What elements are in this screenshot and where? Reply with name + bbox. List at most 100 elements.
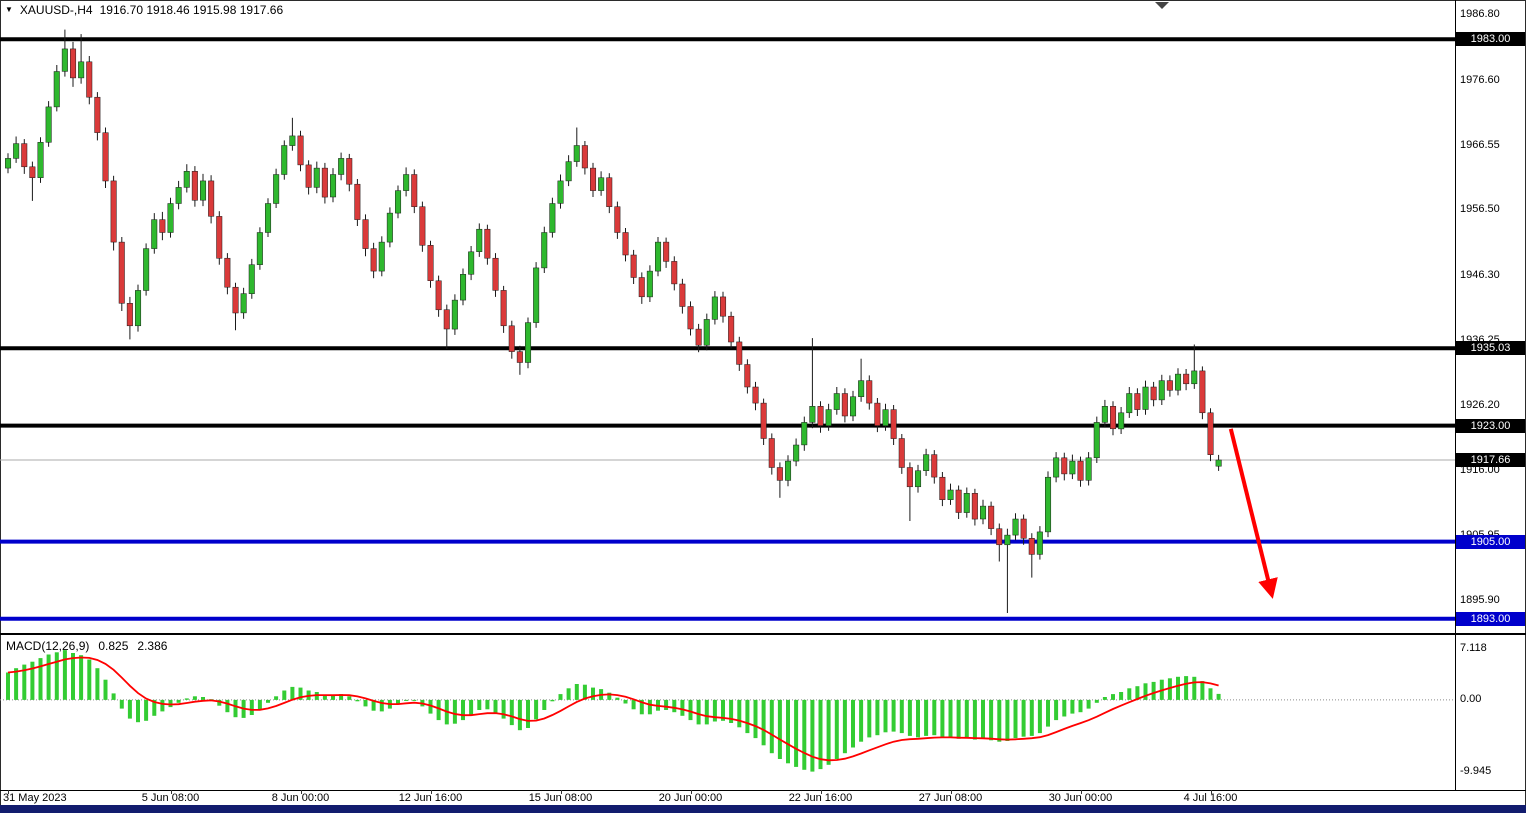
time-axis[interactable]: 31 May 2023 5 Jun 08:00 8 Jun 00:00 12 Jun …: [0, 790, 1455, 805]
macd-histogram-bar: [1021, 699, 1026, 737]
price-tick-1966.55: 1966.55: [1460, 138, 1500, 151]
candle: [817, 401, 824, 433]
candle: [915, 464, 922, 493]
macd-histogram-bar: [1111, 694, 1115, 700]
candle: [947, 483, 954, 505]
candle: [37, 137, 44, 183]
time-label-20: 5 Jun 08:00: [141, 792, 200, 804]
price-badge-1923.00: 1923.00: [1456, 418, 1525, 433]
macd-histogram-bar: [794, 699, 799, 767]
candle: [549, 197, 556, 238]
macd-axis-tick-0.00: 0.00: [1460, 693, 1482, 706]
trend-arrow-annotation[interactable]: [1228, 428, 1278, 599]
macd-histogram-bar: [22, 664, 27, 700]
macd-histogram-bar: [38, 658, 43, 700]
macd-histogram-bar: [184, 698, 189, 700]
candle: [45, 101, 52, 147]
candle: [687, 301, 694, 336]
macd-histogram-bar: [136, 699, 140, 723]
candlestick-chart[interactable]: [0, 0, 1455, 633]
macd-histogram-bar: [1062, 699, 1067, 717]
candle: [346, 153, 353, 192]
macd-histogram-bar: [664, 699, 669, 710]
macd-histogram-bar: [1078, 699, 1083, 713]
candle: [419, 201, 426, 252]
macd-histogram-bar: [753, 699, 758, 739]
macd-histogram-bar: [851, 699, 855, 748]
candle: [533, 262, 540, 328]
macd-histogram-bar: [696, 699, 701, 725]
macd-histogram-bar: [46, 654, 51, 700]
macd-histogram-bar: [282, 690, 287, 700]
macd-signal-value: 2.386: [137, 639, 168, 653]
time-tick: [1080, 790, 1082, 794]
candle: [939, 472, 946, 507]
macd-histogram-bar: [729, 699, 734, 723]
candle: [1191, 344, 1198, 389]
candle: [151, 213, 158, 254]
candle: [200, 173, 207, 207]
macd-histogram-bar: [802, 699, 807, 770]
candle: [305, 160, 312, 195]
time-label-132: 30 Jun 00:00: [1048, 792, 1113, 804]
macd-histogram-bar: [1127, 688, 1132, 700]
macd-histogram-bar: [501, 699, 506, 719]
macd-histogram-bar: [217, 699, 222, 706]
candle: [963, 487, 970, 518]
macd-histogram-bar: [899, 699, 904, 734]
candle: [232, 282, 239, 331]
candle: [70, 41, 77, 87]
time-tick: [1210, 790, 1212, 794]
macd-histogram-bar: [493, 699, 498, 713]
price-tick-1895.90: 1895.90: [1460, 593, 1500, 606]
candle: [541, 226, 548, 273]
time-label-68: 15 Jun 08:00: [528, 792, 593, 804]
macd-histogram-bar: [981, 699, 985, 739]
macd-histogram-bar: [30, 661, 35, 700]
macd-name: MACD(12,26,9): [6, 639, 90, 653]
candle: [720, 291, 727, 323]
macd-histogram-bar: [550, 699, 555, 702]
candle: [29, 161, 36, 201]
candle: [1150, 381, 1157, 407]
candle: [1158, 374, 1165, 405]
candle: [208, 175, 215, 224]
candle: [1199, 366, 1206, 420]
candle: [1166, 375, 1173, 397]
candle: [143, 243, 150, 296]
macd-histogram-bar: [534, 699, 539, 720]
macd-histogram-bar: [574, 684, 579, 700]
macd-histogram-bar: [631, 699, 636, 710]
macd-main-value: 0.825: [98, 639, 129, 653]
macd-histogram-bar: [761, 699, 766, 746]
macd-histogram-bar: [412, 699, 417, 701]
price-tick-1926.20: 1926.20: [1460, 398, 1500, 411]
macd-indicator-chart[interactable]: [0, 635, 1455, 790]
candle: [525, 317, 532, 369]
candle: [5, 153, 12, 174]
time-tick: [300, 790, 302, 794]
macd-histogram-bar: [834, 699, 839, 759]
macd-histogram-bar: [997, 699, 1002, 742]
price-badge-1893.00: 1893.00: [1456, 611, 1525, 626]
candle: [240, 287, 247, 319]
candle: [703, 313, 710, 351]
macd-histogram-bar: [322, 694, 327, 700]
candle: [874, 398, 881, 433]
price-tick-1986.80: 1986.80: [1460, 8, 1500, 21]
candle: [183, 164, 190, 193]
time-tick: [430, 790, 432, 794]
price-axis[interactable]: 1986.80 1976.60 1966.55 1956.50 1946.30 1936.…: [1456, 0, 1526, 790]
macd-histogram-bar: [932, 699, 937, 736]
chart-macd-separator[interactable]: [0, 633, 1526, 635]
candle: [655, 237, 662, 277]
window-menu-icon[interactable]: ▼: [5, 5, 13, 14]
macd-histogram-bar: [371, 699, 376, 711]
time-label-52: 12 Jun 16:00: [398, 792, 463, 804]
chart-shift-marker[interactable]: [1155, 2, 1169, 9]
candle: [516, 345, 523, 375]
candle: [1183, 369, 1190, 391]
macd-histogram-bar: [1102, 697, 1107, 700]
candle: [126, 296, 133, 340]
price-badge-1905.00: 1905.00: [1456, 534, 1525, 549]
